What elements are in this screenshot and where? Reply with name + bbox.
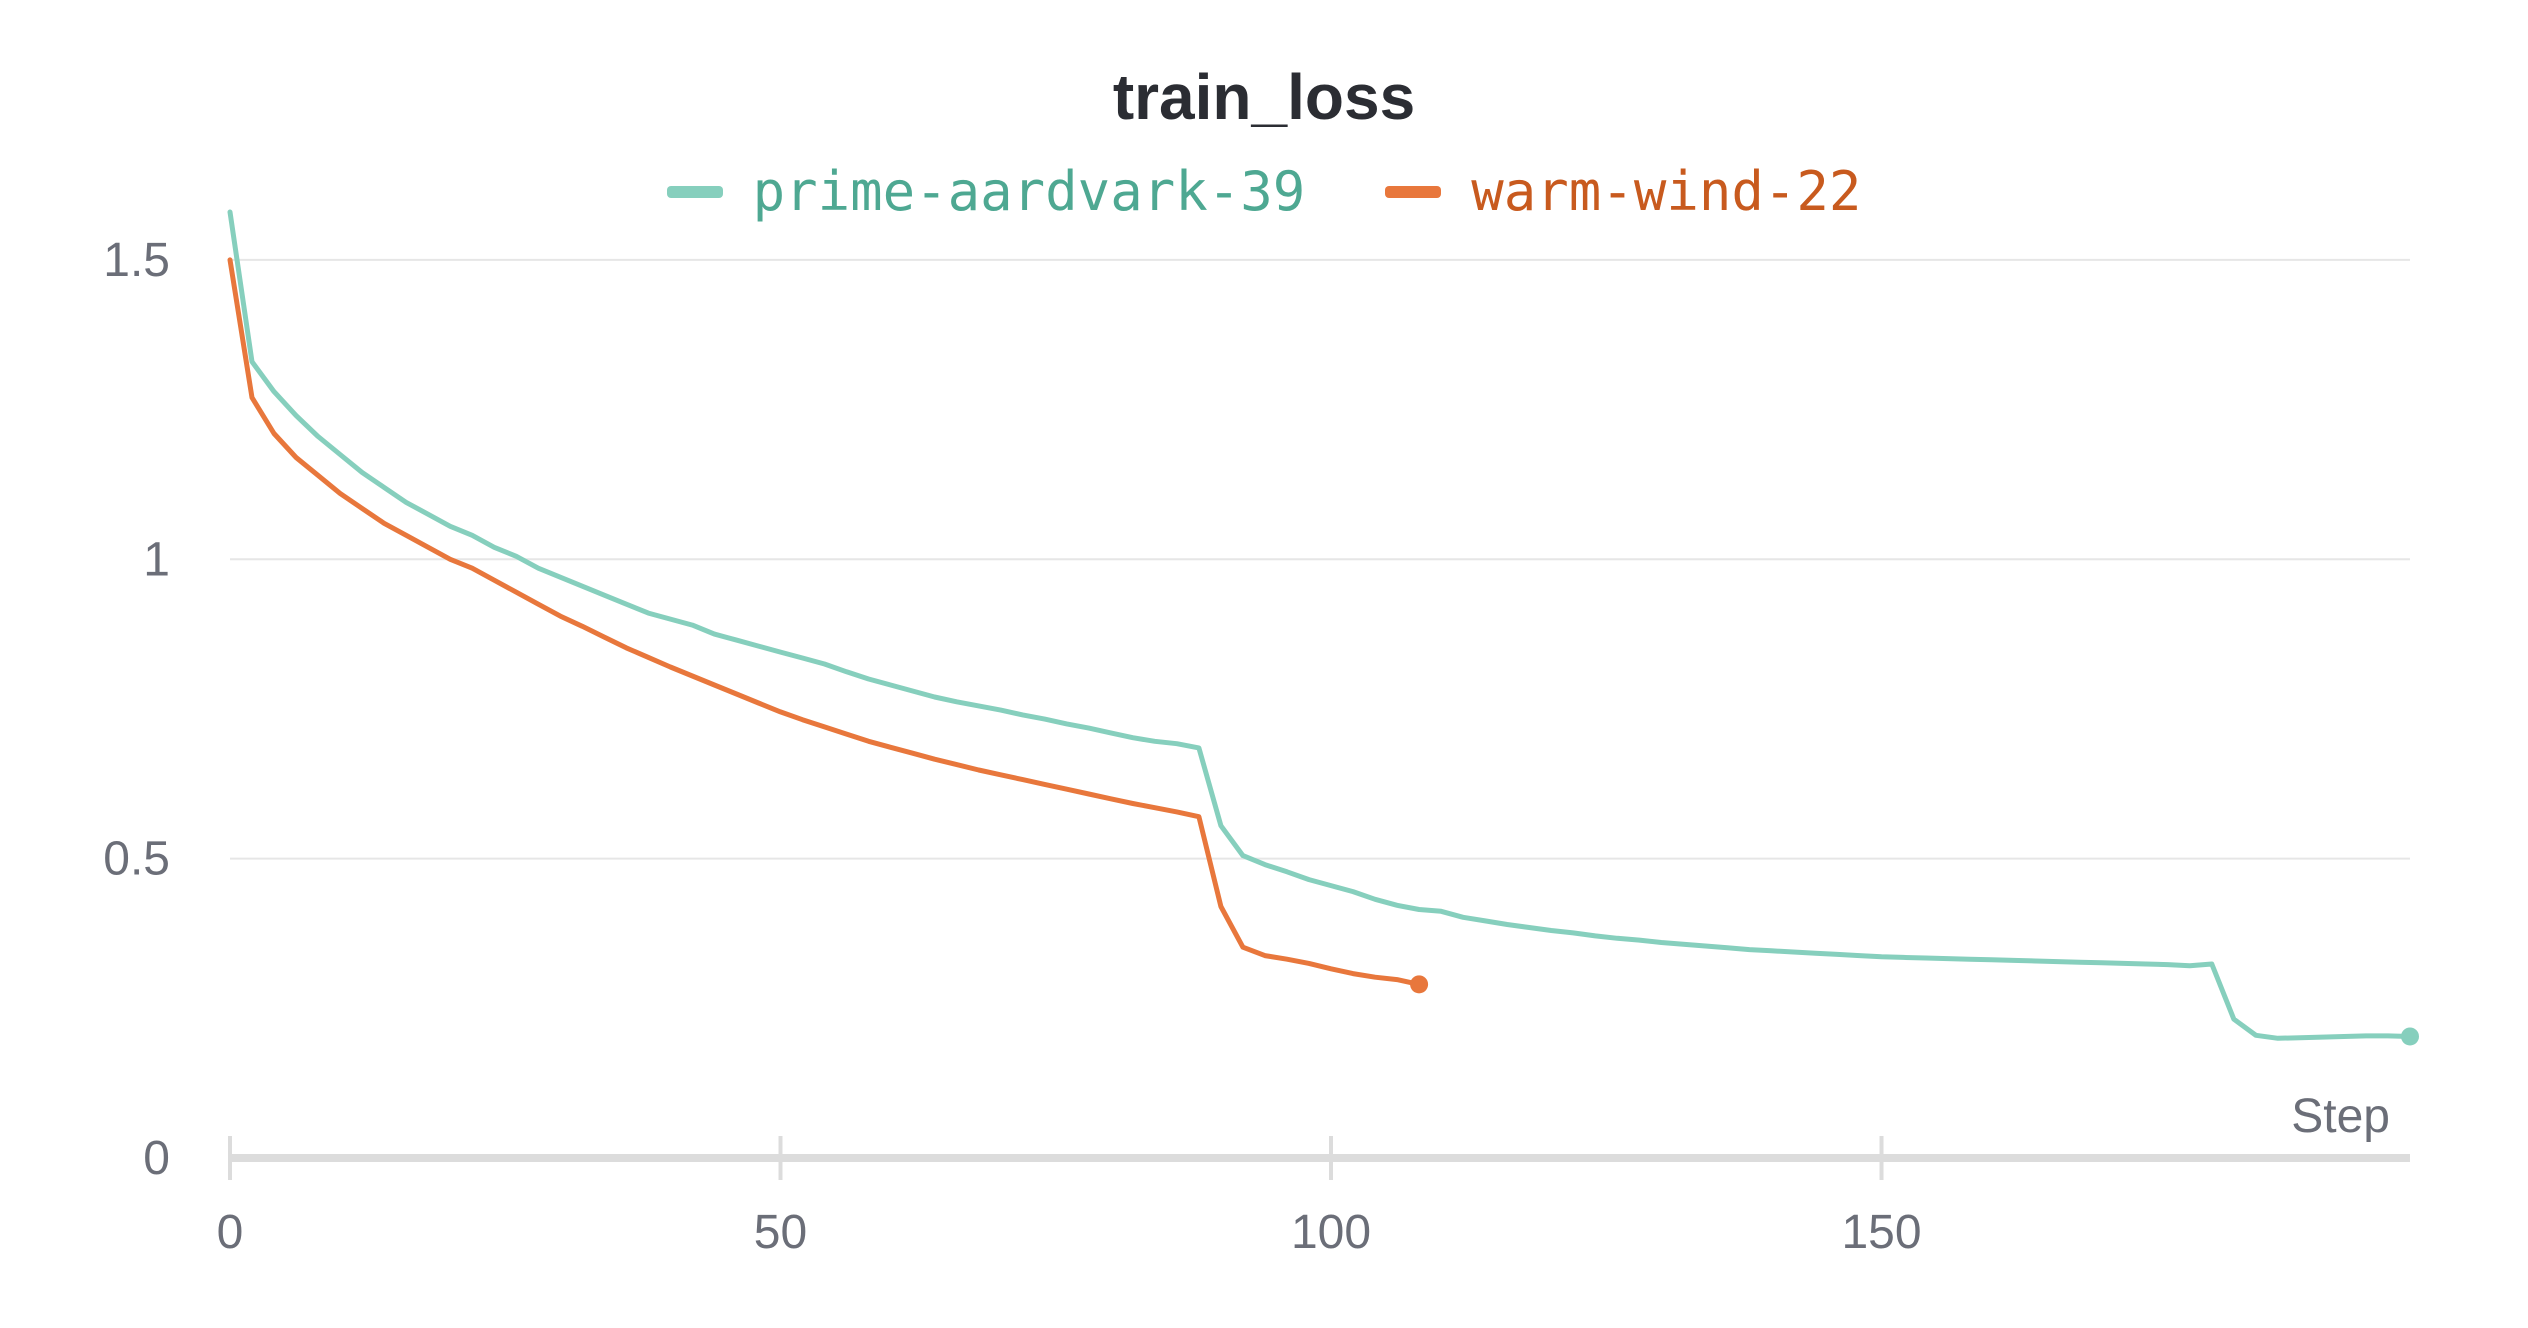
x-axis-label: Step xyxy=(2291,1090,2390,1143)
y-tick-label: 0.5 xyxy=(103,833,170,886)
legend: prime-aardvark-39 warm-wind-22 xyxy=(0,160,2528,223)
series-line-1 xyxy=(227,257,1422,987)
legend-swatch xyxy=(1385,185,1442,198)
y-tick-label: 1.5 xyxy=(103,234,170,287)
series-line-0 xyxy=(227,209,2413,1041)
legend-item-series-1[interactable]: warm-wind-22 xyxy=(1385,160,1861,223)
legend-label: warm-wind-22 xyxy=(1471,160,1862,223)
series-end-point-0 xyxy=(2401,1027,2419,1046)
y-tick-label: 1 xyxy=(143,533,170,586)
x-tick-label: 0 xyxy=(217,1206,244,1259)
series-end-point-1 xyxy=(1410,975,1429,994)
x-tick-label: 100 xyxy=(1291,1206,1371,1259)
x-tick-label: 150 xyxy=(1841,1206,1921,1259)
y-tick-label: 0 xyxy=(143,1132,170,1185)
legend-label: prime-aardvark-39 xyxy=(752,160,1306,223)
legend-item-series-0[interactable]: prime-aardvark-39 xyxy=(666,160,1306,223)
legend-swatch xyxy=(666,185,723,198)
chart-title: train_loss xyxy=(1112,61,1416,133)
x-tick-label: 50 xyxy=(754,1206,807,1259)
